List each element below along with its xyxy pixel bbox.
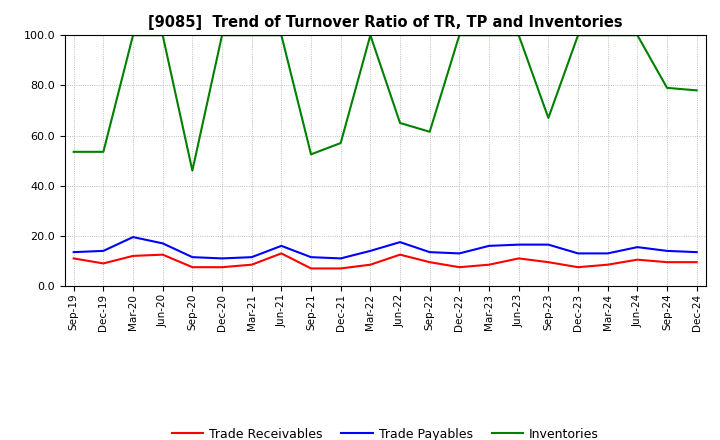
Trade Receivables bbox=[69, 256, 78, 261]
Inventories bbox=[277, 33, 286, 38]
Trade Payables bbox=[69, 249, 78, 255]
Trade Receivables bbox=[158, 252, 167, 257]
Legend: Trade Receivables, Trade Payables, Inventories: Trade Receivables, Trade Payables, Inven… bbox=[166, 423, 604, 440]
Trade Receivables bbox=[693, 260, 701, 265]
Inventories bbox=[69, 149, 78, 154]
Inventories bbox=[396, 120, 405, 125]
Trade Payables bbox=[485, 243, 493, 249]
Inventories bbox=[307, 152, 315, 157]
Trade Receivables bbox=[514, 256, 523, 261]
Trade Receivables bbox=[366, 262, 374, 268]
Inventories bbox=[158, 33, 167, 38]
Trade Receivables bbox=[396, 252, 405, 257]
Trade Receivables bbox=[662, 260, 671, 265]
Inventories bbox=[99, 149, 108, 154]
Inventories bbox=[455, 33, 464, 38]
Trade Receivables bbox=[544, 260, 553, 265]
Trade Payables bbox=[188, 254, 197, 260]
Trade Receivables bbox=[633, 257, 642, 262]
Inventories bbox=[336, 140, 345, 146]
Trade Receivables bbox=[99, 261, 108, 266]
Trade Receivables bbox=[188, 264, 197, 270]
Trade Payables bbox=[248, 254, 256, 260]
Inventories bbox=[426, 129, 434, 134]
Line: Trade Receivables: Trade Receivables bbox=[73, 253, 697, 268]
Trade Payables bbox=[307, 254, 315, 260]
Trade Payables bbox=[366, 248, 374, 253]
Trade Payables bbox=[633, 245, 642, 250]
Inventories bbox=[217, 33, 226, 38]
Trade Payables bbox=[662, 248, 671, 253]
Trade Payables bbox=[514, 242, 523, 247]
Inventories bbox=[633, 33, 642, 38]
Trade Receivables bbox=[248, 262, 256, 268]
Trade Payables bbox=[455, 251, 464, 256]
Line: Trade Payables: Trade Payables bbox=[73, 237, 697, 258]
Inventories bbox=[662, 85, 671, 91]
Trade Receivables bbox=[426, 260, 434, 265]
Trade Receivables bbox=[455, 264, 464, 270]
Inventories bbox=[574, 33, 582, 38]
Trade Payables bbox=[277, 243, 286, 249]
Trade Receivables bbox=[307, 266, 315, 271]
Inventories bbox=[544, 115, 553, 121]
Trade Receivables bbox=[485, 262, 493, 268]
Inventories bbox=[188, 168, 197, 173]
Trade Payables bbox=[129, 235, 138, 240]
Trade Payables bbox=[693, 249, 701, 255]
Inventories bbox=[248, 33, 256, 38]
Line: Inventories: Inventories bbox=[73, 35, 697, 171]
Trade Receivables bbox=[217, 264, 226, 270]
Trade Payables bbox=[158, 241, 167, 246]
Trade Receivables bbox=[603, 262, 612, 268]
Trade Receivables bbox=[129, 253, 138, 259]
Trade Payables bbox=[336, 256, 345, 261]
Trade Payables bbox=[574, 251, 582, 256]
Inventories bbox=[514, 33, 523, 38]
Trade Receivables bbox=[277, 251, 286, 256]
Trade Payables bbox=[603, 251, 612, 256]
Trade Payables bbox=[396, 239, 405, 245]
Inventories bbox=[366, 33, 374, 38]
Trade Payables bbox=[426, 249, 434, 255]
Inventories bbox=[485, 33, 493, 38]
Trade Payables bbox=[544, 242, 553, 247]
Trade Payables bbox=[99, 248, 108, 253]
Trade Payables bbox=[217, 256, 226, 261]
Trade Receivables bbox=[574, 264, 582, 270]
Inventories bbox=[693, 88, 701, 93]
Title: [9085]  Trend of Turnover Ratio of TR, TP and Inventories: [9085] Trend of Turnover Ratio of TR, TP… bbox=[148, 15, 623, 30]
Inventories bbox=[129, 33, 138, 38]
Trade Receivables bbox=[336, 266, 345, 271]
Inventories bbox=[603, 33, 612, 38]
